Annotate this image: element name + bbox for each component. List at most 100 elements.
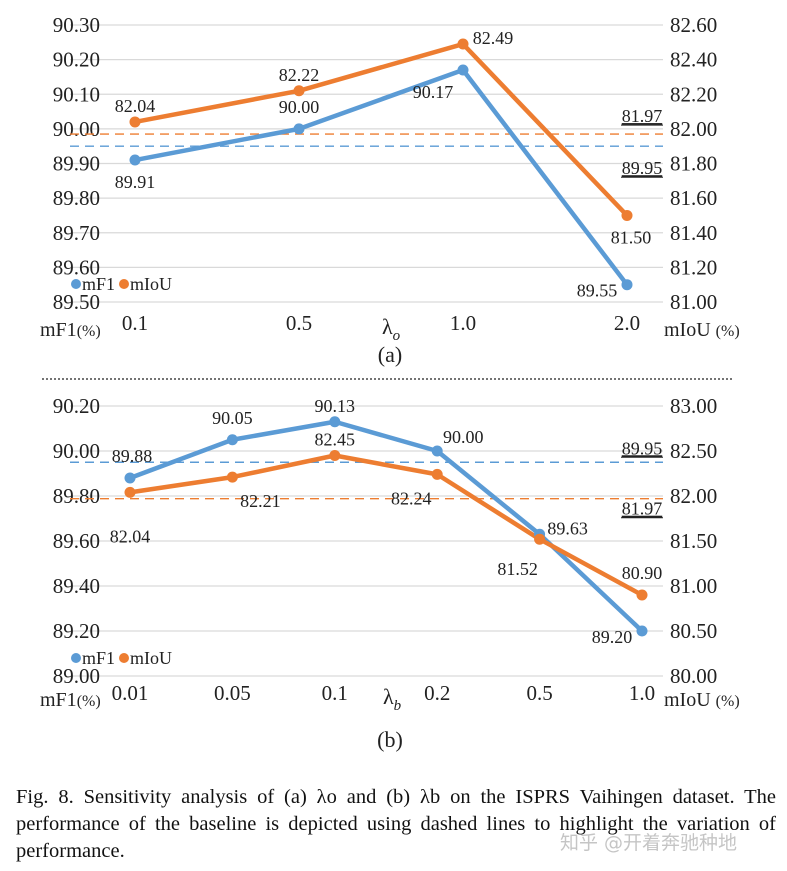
- data-point-mf1: [293, 123, 305, 135]
- data-label: 82.24: [391, 488, 432, 508]
- x-tick-label: 0.1: [322, 681, 348, 705]
- right-tick-label: 82.00: [670, 117, 717, 141]
- legend-marker-miou: [119, 653, 129, 663]
- right-tick-label: 81.50: [670, 529, 717, 553]
- data-label: 90.17: [413, 82, 454, 102]
- data-point-mf1: [457, 64, 469, 76]
- data-point-miou: [457, 38, 469, 50]
- left-tick-label: 89.90: [53, 152, 100, 176]
- data-label: 82.45: [315, 430, 356, 450]
- x-tick-label: 0.5: [286, 311, 312, 335]
- left-tick-label: 90.00: [53, 439, 100, 463]
- data-point-mf1: [621, 279, 633, 291]
- x-tick-label: 0.01: [112, 681, 149, 705]
- right-axis-label: mIoU (%): [664, 319, 740, 341]
- x-tick-label: 1.0: [450, 311, 476, 335]
- x-tick-label: 1.0: [629, 681, 655, 705]
- left-tick-label: 90.00: [53, 117, 100, 141]
- right-tick-label: 83.00: [670, 394, 717, 418]
- right-tick-label: 81.40: [670, 221, 717, 245]
- data-label: 89.88: [112, 446, 153, 466]
- x-axis-label: λb: [383, 684, 402, 714]
- data-label: 90.05: [212, 408, 253, 428]
- figure-caption: Fig. 8. Sensitivity analysis of (a) λo a…: [16, 786, 776, 862]
- right-tick-label: 82.50: [670, 439, 717, 463]
- legend-label: mIoU: [130, 648, 172, 668]
- series-line-miou: [129, 453, 644, 597]
- panel-label: (b): [377, 727, 403, 752]
- data-label: 89.20: [592, 627, 633, 647]
- data-label: 81.52: [497, 559, 538, 579]
- right-tick-label: 81.20: [670, 255, 717, 279]
- data-point-mf1: [636, 625, 648, 637]
- left-tick-label: 89.00: [53, 664, 100, 688]
- left-tick-label: 89.50: [53, 290, 100, 314]
- left-tick-label: 89.70: [53, 221, 100, 245]
- x-tick-label: 0.2: [424, 681, 450, 705]
- data-label: 90.13: [315, 396, 356, 416]
- series-line-miou: [134, 41, 629, 217]
- right-tick-label: 81.80: [670, 152, 717, 176]
- x-tick-label: 0.05: [214, 681, 251, 705]
- baseline-label: 89.95: [622, 158, 663, 178]
- legend-label: mIoU: [130, 274, 172, 294]
- legend-marker-miou: [119, 279, 129, 289]
- right-tick-label: 82.00: [670, 484, 717, 508]
- right-tick-label: 81.00: [670, 574, 717, 598]
- data-label: 82.22: [279, 65, 320, 85]
- data-label: 82.21: [240, 491, 281, 511]
- data-label: 82.04: [115, 96, 156, 116]
- left-tick-label: 90.30: [53, 13, 100, 37]
- series-line-mf1: [134, 67, 629, 287]
- baseline-label: 81.97: [622, 499, 663, 519]
- legend-marker-mf1: [71, 279, 81, 289]
- x-tick-label: 0.5: [526, 681, 552, 705]
- data-point-miou: [431, 468, 443, 480]
- left-tick-label: 90.10: [53, 82, 100, 106]
- data-point-miou: [293, 85, 305, 97]
- x-axis-label: λo: [382, 314, 401, 344]
- data-point-mf1: [329, 416, 341, 428]
- data-point-mf1: [226, 434, 238, 446]
- data-label: 89.55: [577, 281, 618, 301]
- baseline-label: 81.97: [622, 106, 663, 126]
- data-point-miou: [329, 450, 341, 461]
- panel-label: (a): [378, 342, 402, 367]
- legend-label: mF1: [82, 274, 115, 294]
- right-tick-label: 82.60: [670, 13, 717, 37]
- left-tick-label: 89.60: [53, 255, 100, 279]
- x-tick-label: 0.1: [122, 311, 148, 335]
- right-axis-label: mIoU (%): [664, 689, 740, 711]
- data-label: 89.63: [547, 518, 588, 538]
- left-tick-label: 89.80: [53, 186, 100, 210]
- data-point-mf1: [431, 445, 443, 457]
- right-tick-label: 81.60: [670, 186, 717, 210]
- data-point-miou: [636, 589, 648, 601]
- data-label: 89.91: [115, 172, 156, 192]
- data-label: 82.04: [110, 526, 151, 546]
- right-tick-label: 82.20: [670, 82, 717, 106]
- right-tick-label: 81.00: [670, 290, 717, 314]
- data-label: 81.50: [611, 227, 652, 247]
- data-point-miou: [621, 209, 633, 221]
- left-tick-label: 90.20: [53, 48, 100, 72]
- left-axis-label: mF1(%): [40, 689, 101, 711]
- data-point-mf1: [124, 472, 136, 484]
- right-tick-label: 82.40: [670, 48, 717, 72]
- data-point-miou: [534, 533, 546, 545]
- data-point-miou: [129, 116, 141, 128]
- watermark: 知乎 @开着奔驰种地: [560, 832, 738, 854]
- legend-label: mF1: [82, 648, 115, 668]
- baseline-label: 89.95: [622, 438, 663, 458]
- data-point-miou: [124, 486, 136, 498]
- data-label: 80.90: [622, 563, 663, 583]
- legend-marker-mf1: [71, 653, 81, 663]
- data-label: 90.00: [443, 427, 484, 447]
- data-label: 82.49: [473, 28, 514, 48]
- right-tick-label: 80.50: [670, 619, 717, 643]
- x-tick-label: 2.0: [614, 311, 640, 335]
- left-tick-label: 89.80: [53, 484, 100, 508]
- left-tick-label: 90.20: [53, 394, 100, 418]
- data-label: 90.00: [279, 97, 320, 117]
